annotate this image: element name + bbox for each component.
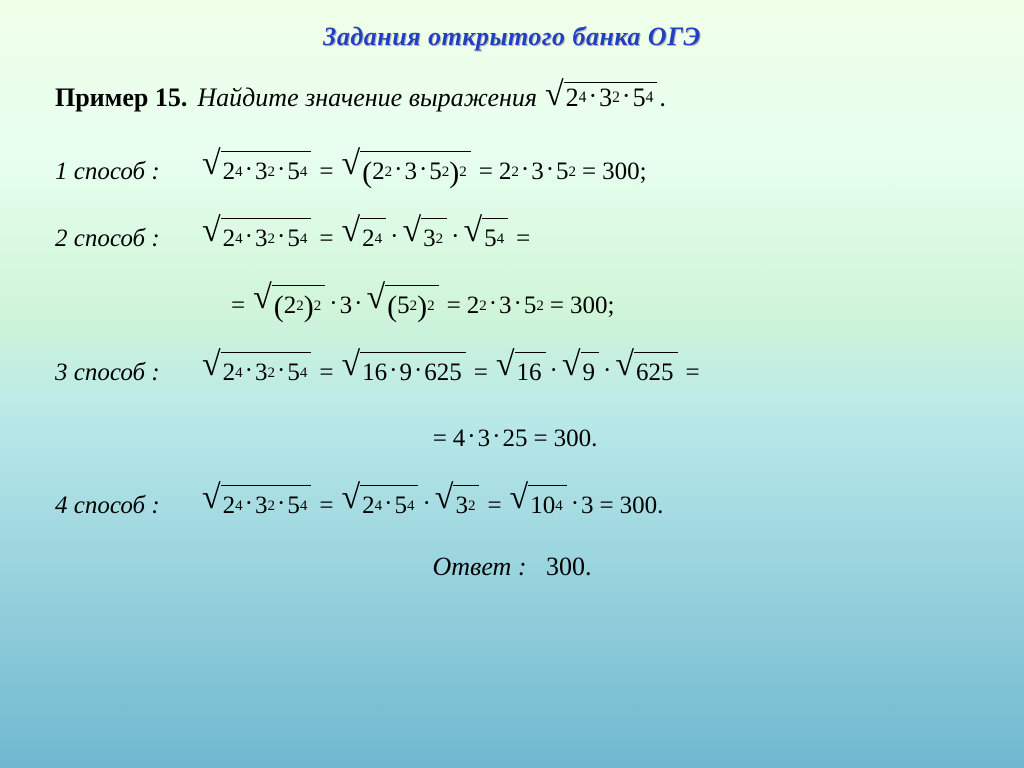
- method-1-math: √ 24·32·54 = √ (22·3·52)2 = 22·3·52 = 30…: [200, 151, 647, 192]
- method-2-math-b: = √ (22)2 ·3· √ (52)2 = 22·3·52 = 300;: [225, 285, 614, 326]
- method-3-math-a: √ 24·32·54 = √ 16·9·625 = √16 · √9 · √62…: [200, 352, 706, 393]
- content: Пример 15. Найдите значение выражения √ …: [0, 52, 1024, 582]
- page-title: Задания открытого банка ОГЭ: [0, 0, 1024, 52]
- method-3-label: 3 способ :: [55, 353, 170, 393]
- method-4: 4 способ : √ 24·32·54 = √ 24·54 · √32 = …: [55, 485, 969, 526]
- method-4-label: 4 способ :: [55, 486, 170, 526]
- method-3-cont: = 4·3·25 = 300.: [55, 419, 969, 459]
- problem-expression: √ 24 · 32 · 54: [543, 82, 659, 113]
- method-2-math-a: √ 24·32·54 = √24 · √32 · √54 =: [200, 218, 536, 259]
- answer: Ответ : 300.: [55, 552, 969, 582]
- answer-label: Ответ :: [433, 552, 527, 581]
- method-2-cont: = √ (22)2 ·3· √ (52)2 = 22·3·52 = 300;: [55, 285, 969, 326]
- method-1: 1 способ : √ 24·32·54 = √ (22·3·52)2 = 2…: [55, 151, 969, 192]
- problem-label: Пример 15.: [55, 83, 187, 113]
- problem-tail: .: [659, 83, 666, 113]
- method-4-math: √ 24·32·54 = √ 24·54 · √32 = √104 ·3 = 3…: [200, 485, 663, 526]
- method-2-label: 2 способ :: [55, 219, 170, 259]
- problem-statement: Пример 15. Найдите значение выражения √ …: [55, 82, 969, 113]
- method-2: 2 способ : √ 24·32·54 = √24 · √32 · √54 …: [55, 218, 969, 259]
- answer-value: 300.: [546, 552, 592, 581]
- method-3: 3 способ : √ 24·32·54 = √ 16·9·625 = √16…: [55, 352, 969, 393]
- method-3-math-b: = 4·3·25 = 300.: [427, 419, 598, 459]
- problem-text: Найдите значение выражения: [197, 83, 537, 113]
- method-1-label: 1 способ :: [55, 152, 170, 192]
